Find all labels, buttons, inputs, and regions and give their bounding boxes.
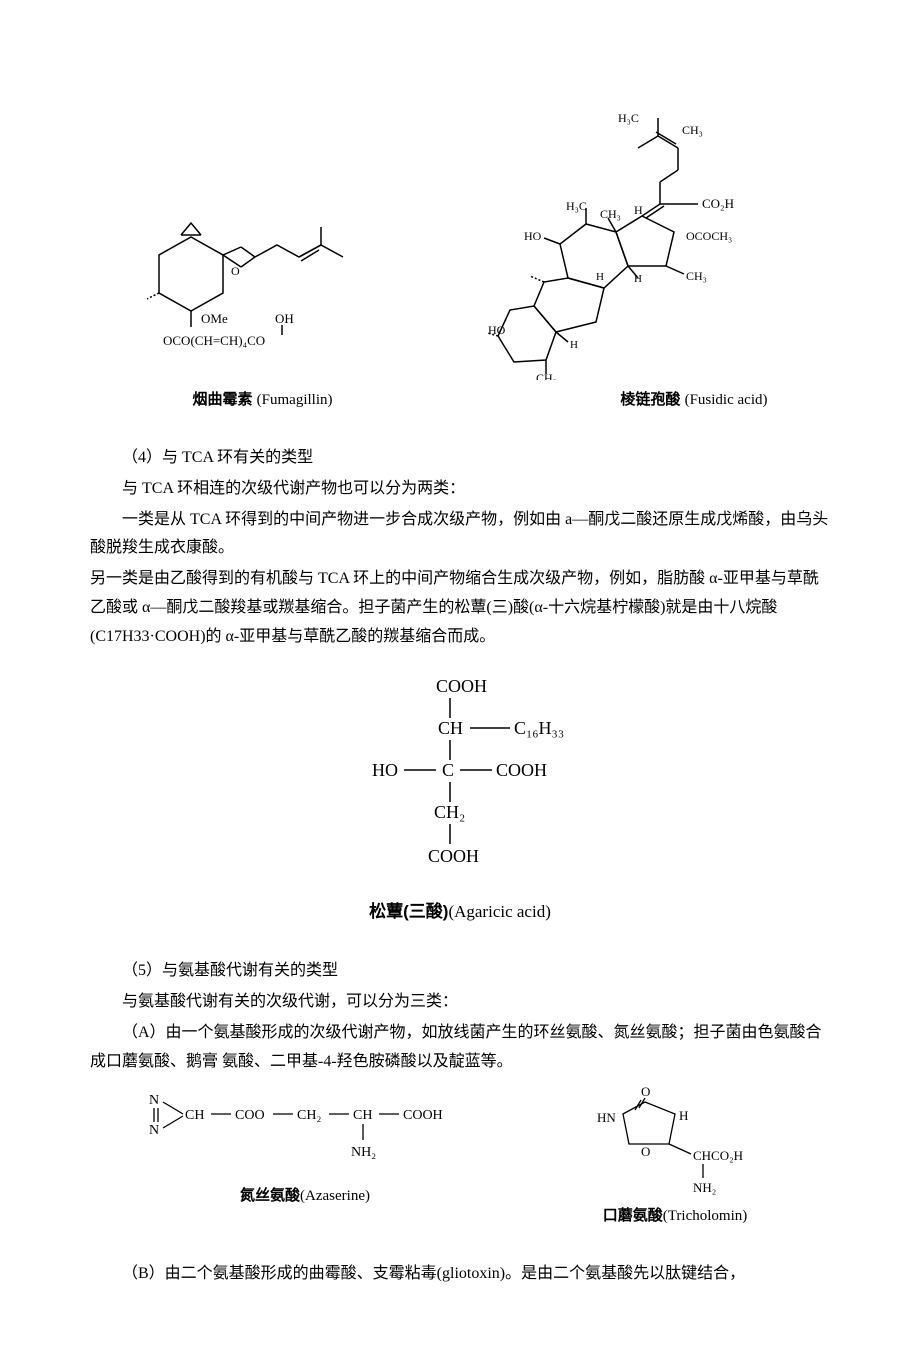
az-CHb: CH bbox=[353, 1108, 372, 1123]
caption-agaricic-latin: (Agaricic acid) bbox=[448, 902, 550, 921]
az-CH: CH bbox=[185, 1108, 204, 1123]
caption-fusidic-cn: 棱链孢酸 bbox=[620, 391, 680, 408]
label-H3: H bbox=[634, 273, 642, 285]
caption-agaricic: 松蕈(三酸)(Agaricic acid) bbox=[90, 897, 830, 928]
ag-l5: COOH bbox=[428, 846, 479, 866]
label-CH3-r: CH₃ bbox=[686, 269, 707, 283]
ag-l4: CH₂ bbox=[434, 802, 465, 822]
caption-azaserine-latin: (Azaserine) bbox=[300, 1188, 370, 1204]
sec5-p2: （A）由一个氨基酸形成的次级代谢产物，如放线菌产生的环丝氨酸、氮丝氨酸；担子菌由… bbox=[90, 1019, 830, 1077]
figure-azaserine: N N CH COO CH₂ CH COOH NH₂ bbox=[145, 1086, 465, 1210]
label-CH3-b: CH₃ bbox=[536, 371, 557, 380]
label-O-epoxide: O bbox=[231, 264, 240, 278]
label-OCOCH3: OCOCH₃ bbox=[686, 229, 732, 243]
caption-tricholomin-cn: 口蘑氨酸 bbox=[603, 1207, 663, 1224]
label-H4: H bbox=[570, 339, 578, 351]
ag-l3b: C bbox=[442, 760, 454, 780]
structure-fumagillin: O OMe OH OCO(CH=CH)₄CO bbox=[143, 205, 383, 380]
label-OCO-chain: OCO(CH=CH)₄CO bbox=[163, 333, 265, 348]
label-CO2H: CO₂H bbox=[702, 196, 734, 211]
label-CH3-top: CH₃ bbox=[682, 123, 703, 137]
label-OMe: OMe bbox=[201, 311, 228, 326]
sec4-p3: 另一类是由乙酸得到的有机酸与 TCA 环上的中间产物缩合生成次级产物，例如，脂肪… bbox=[90, 565, 830, 651]
tr-Oring: O bbox=[641, 1144, 650, 1159]
label-H3C-mid: H₃C bbox=[566, 199, 587, 213]
caption-tricholomin-latin: (Tricholomin) bbox=[663, 1208, 747, 1224]
caption-azaserine: 氮丝氨酸(Azaserine) bbox=[145, 1182, 465, 1210]
figure-fusidic-acid: H₃C CH₃ CO₂H H OCOCH₃ HO H₃C CH₃ H H CH₃… bbox=[488, 110, 778, 414]
structure-tricholomin: O HN H O CHCO₂H NH₂ bbox=[575, 1086, 775, 1196]
label-CH3-mid: CH₃ bbox=[600, 207, 621, 221]
label-H3C-top: H₃C bbox=[618, 111, 639, 125]
ag-l3c: COOH bbox=[496, 760, 547, 780]
az-CH2: CH₂ bbox=[297, 1108, 321, 1123]
sec5-p3: （B）由二个氨基酸形成的曲霉酸、支霉粘毒(gliotoxin)。是由二个氨基酸先… bbox=[90, 1260, 830, 1289]
figure-row-1: O OMe OH OCO(CH=CH)₄CO 烟曲霉素 (Fumagillin) bbox=[90, 110, 830, 414]
label-HO2: HO bbox=[488, 323, 506, 337]
caption-fumagillin-cn: 烟曲霉素 bbox=[192, 391, 252, 408]
ag-l3a: HO bbox=[372, 760, 398, 780]
label-H2: H bbox=[596, 271, 604, 283]
tr-NH2: NH₂ bbox=[693, 1180, 716, 1195]
ag-l2a: CH bbox=[438, 718, 463, 738]
caption-tricholomin: 口蘑氨酸(Tricholomin) bbox=[575, 1202, 775, 1230]
caption-azaserine-cn: 氮丝氨酸 bbox=[240, 1187, 300, 1204]
label-HO1: HO bbox=[524, 229, 542, 243]
az-COO: COO bbox=[235, 1108, 265, 1123]
az-NH2: NH₂ bbox=[351, 1145, 376, 1160]
structure-agaricic: COOH CH C₁₆H₃₃ HO C COOH CH₂ COOH bbox=[310, 672, 610, 877]
sec5-p1: 与氨基酸代谢有关的次级代谢，可以分为三类： bbox=[90, 988, 830, 1017]
tr-H: H bbox=[679, 1108, 688, 1123]
sec4-p2: 一类是从 TCA 环得到的中间产物进一步合成次级产物，例如由 a—酮戊二酸还原生… bbox=[90, 506, 830, 564]
figure-fumagillin: O OMe OH OCO(CH=CH)₄CO 烟曲霉素 (Fumagillin) bbox=[143, 205, 383, 414]
structure-fusidic-acid: H₃C CH₃ CO₂H H OCOCH₃ HO H₃C CH₃ H H CH₃… bbox=[488, 110, 778, 380]
caption-fumagillin: 烟曲霉素 (Fumagillin) bbox=[143, 386, 383, 414]
tr-HN: HN bbox=[597, 1110, 616, 1125]
sec4-p1: 与 TCA 环相连的次级代谢产物也可以分为两类： bbox=[90, 475, 830, 504]
caption-agaricic-cn: 松蕈(三酸) bbox=[369, 902, 448, 921]
figure-agaricic: COOH CH C₁₆H₃₃ HO C COOH CH₂ COOH bbox=[90, 672, 830, 877]
structure-azaserine: N N CH COO CH₂ CH COOH NH₂ bbox=[145, 1086, 465, 1176]
sec4-heading: （4）与 TCA 环有关的类型 bbox=[90, 444, 830, 473]
label-H1: H bbox=[634, 203, 643, 217]
figure-tricholomin: O HN H O CHCO₂H NH₂ 口蘑氨酸(Tricholomin) bbox=[575, 1086, 775, 1230]
az-N1: N bbox=[149, 1093, 159, 1108]
tr-O: O bbox=[641, 1086, 650, 1099]
ag-l2b: C₁₆H₃₃ bbox=[514, 718, 564, 738]
az-COOH: COOH bbox=[403, 1108, 443, 1123]
label-OH: OH bbox=[275, 311, 294, 326]
az-N2: N bbox=[149, 1123, 159, 1138]
ag-l1: COOH bbox=[436, 676, 487, 696]
caption-fumagillin-latin: (Fumagillin) bbox=[257, 392, 333, 408]
tr-CHCO2H: CHCO₂H bbox=[693, 1148, 743, 1163]
sec5-heading: （5）与氨基酸代谢有关的类型 bbox=[90, 957, 830, 986]
caption-fusidic-latin: (Fusidic acid) bbox=[685, 392, 768, 408]
caption-fusidic: 棱链孢酸 (Fusidic acid) bbox=[488, 386, 778, 414]
figure-row-2: N N CH COO CH₂ CH COOH NH₂ bbox=[90, 1086, 830, 1230]
